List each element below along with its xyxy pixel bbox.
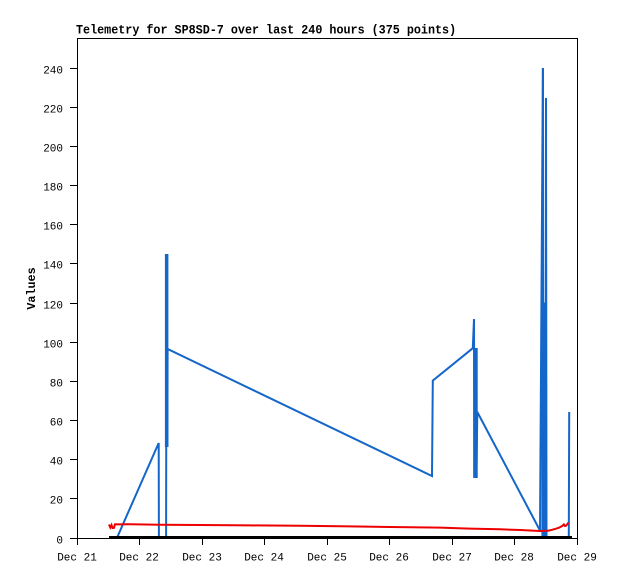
svg-text:Dec 29: Dec 29 [557,553,597,565]
svg-text:100: 100 [43,340,63,352]
svg-text:Dec 22: Dec 22 [119,553,159,565]
svg-text:Telemetry for SP8SD-7 over las: Telemetry for SP8SD-7 over last 240 hour… [76,23,456,38]
svg-text:200: 200 [43,144,63,156]
svg-text:Dec 24: Dec 24 [244,553,284,565]
svg-text:40: 40 [50,457,63,469]
svg-text:Dec 23: Dec 23 [182,553,222,565]
svg-text:20: 20 [50,496,63,508]
svg-text:Dec 25: Dec 25 [307,553,347,565]
svg-text:220: 220 [43,105,63,117]
svg-text:60: 60 [50,418,63,430]
svg-text:180: 180 [43,183,63,195]
svg-text:120: 120 [43,301,63,313]
svg-text:Dec 27: Dec 27 [432,553,472,565]
svg-text:Dec 21: Dec 21 [57,553,97,565]
svg-text:0: 0 [56,536,63,548]
svg-text:160: 160 [43,222,63,234]
svg-text:Values: Values [25,267,39,309]
svg-text:Dec 28: Dec 28 [494,553,534,565]
svg-text:240: 240 [43,66,63,78]
svg-text:Dec 26: Dec 26 [369,553,409,565]
svg-text:80: 80 [50,379,63,391]
svg-text:140: 140 [43,261,63,273]
